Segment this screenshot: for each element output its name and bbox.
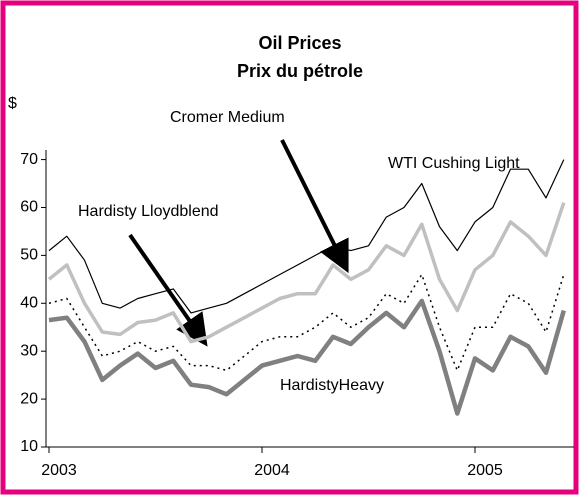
y-tick-label: 40 [20, 295, 38, 312]
y-tick-label: 10 [20, 438, 38, 455]
x-tick-label: 2004 [254, 462, 290, 479]
arrow [280, 139, 349, 274]
x-tick-label: 2003 [41, 462, 77, 479]
y-tick-label: 60 [20, 199, 38, 216]
x-tick-label: 2005 [467, 462, 503, 479]
series-line [48, 273, 565, 372]
annotation: WTI Cushing Light [388, 155, 520, 172]
annotation: Hardisty Lloydblend [78, 203, 219, 220]
y-axis-label: $ [8, 95, 17, 112]
y-tick-label: 30 [20, 342, 38, 359]
annotation: HardistyHeavy [280, 377, 384, 394]
series-line [47, 202, 566, 344]
chart-subtitle: Prix du pétrole [237, 61, 363, 81]
series-line [48, 298, 566, 416]
arrow [128, 233, 208, 347]
y-tick-label: 70 [20, 151, 38, 168]
series-line [48, 159, 565, 314]
annotation: Cromer Medium [170, 109, 285, 126]
chart-title: Oil Prices [258, 33, 341, 53]
y-tick-label: 20 [20, 390, 38, 407]
y-tick-label: 50 [20, 247, 38, 264]
